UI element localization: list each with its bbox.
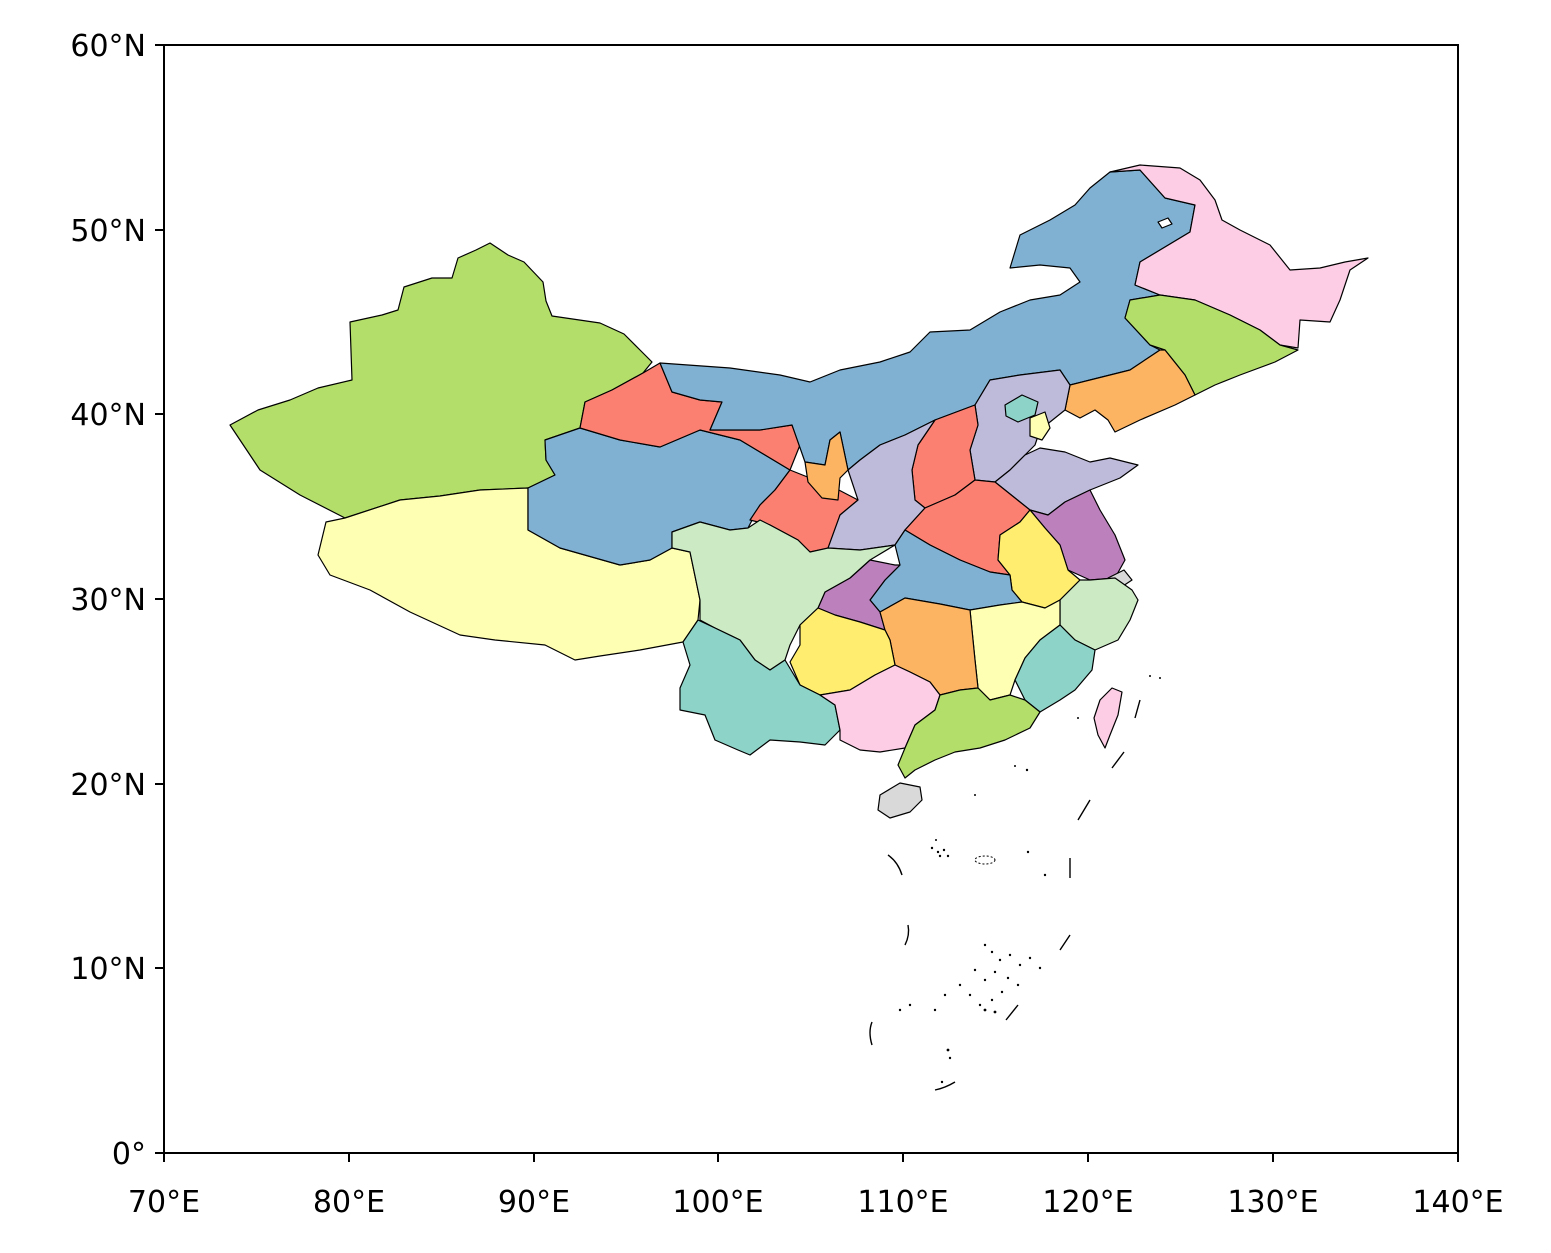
province-heilongjiang <box>1109 164 1369 349</box>
y-tick-label: 30°N <box>70 583 146 618</box>
province-ningxia <box>804 431 849 501</box>
x-tick-label: 100°E <box>672 1185 763 1220</box>
x-tick-label: 80°E <box>313 1185 385 1220</box>
x-tick-label: 120°E <box>1042 1185 1133 1220</box>
province-fujian <box>1014 624 1096 713</box>
province-taiwan <box>1093 687 1123 749</box>
x-tick-label: 130°E <box>1227 1185 1318 1220</box>
south-china-sea-islands <box>898 675 1161 1084</box>
province-liaoning <box>1064 349 1196 433</box>
province-tianjin <box>1029 411 1051 441</box>
y-axis: 0° 10°N 20°N 30°N 40°N 50°N 60°N <box>70 29 164 1172</box>
province-beijing <box>1004 394 1039 423</box>
y-tick-label: 60°N <box>70 29 146 64</box>
y-tick-label: 20°N <box>70 768 146 803</box>
province-layer <box>229 164 1369 819</box>
province-guangdong <box>897 687 1041 779</box>
x-tick-label: 70°E <box>128 1185 200 1220</box>
y-tick-label: 0° <box>112 1137 146 1172</box>
province-yunnan <box>679 619 841 756</box>
y-tick-label: 50°N <box>70 214 146 249</box>
nine-dash-line <box>869 699 1141 1091</box>
province-hainan <box>877 782 923 819</box>
y-tick-label: 40°N <box>70 398 146 433</box>
x-tick-label: 140°E <box>1412 1185 1503 1220</box>
x-tick-label: 110°E <box>857 1185 948 1220</box>
y-tick-label: 10°N <box>70 952 146 987</box>
x-tick-label: 90°E <box>498 1185 570 1220</box>
province-shaanxi <box>827 419 936 551</box>
lake-hulun <box>1157 217 1173 229</box>
x-axis: 70°E 80°E 90°E 100°E 110°E 120°E 130°E 1… <box>128 1153 1504 1220</box>
